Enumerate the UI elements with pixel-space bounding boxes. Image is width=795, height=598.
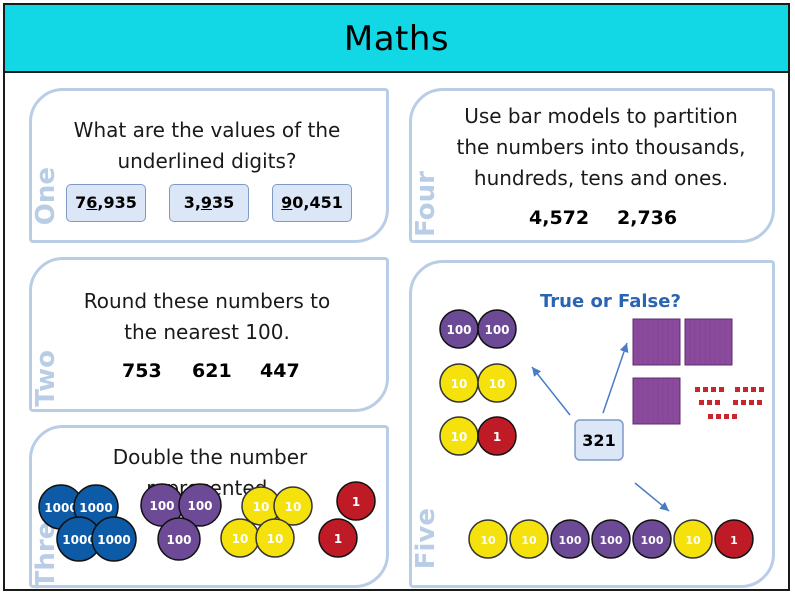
round-number-3: 447 [260,360,300,382]
panel-five: Five True or False? [409,260,775,588]
digit-box-3: 90,451 [272,184,352,222]
digit-post: 35 [212,193,235,212]
true-or-false-heading: True or False? [540,291,681,312]
panel-two: Two Round these numbers to the nearest 1… [29,257,389,412]
digit-post: 0,451 [292,193,343,212]
digit-box-1: 76,935 [66,184,146,222]
panel-four-label: Four [411,171,441,237]
header-bar: Maths [5,5,788,73]
digit-box-2: 3,935 [169,184,249,222]
underlined-digit: 6 [86,193,98,212]
panel-three: Three Double the number represented. [29,425,389,588]
panel-four-question: Use bar models to partition the numbers … [456,104,746,190]
panel-one-label: One [31,167,61,226]
worksheet: Maths One What are the values of the und… [3,3,790,591]
digit-post: ,935 [97,193,137,212]
round-number-2: 621 [192,360,232,382]
panel-three-label: Three [31,504,61,589]
partition-number-1: 4,572 [529,207,590,229]
digit-pre: 7 [75,193,87,212]
panel-five-label: Five [411,508,441,570]
page-title: Maths [343,19,450,59]
underlined-digit: 9 [200,193,213,212]
underlined-digit: 9 [281,193,293,212]
panel-two-question: Round these numbers to the nearest 100. [83,289,331,344]
partition-number-2: 2,736 [617,207,678,229]
panel-two-label: Two [31,350,61,407]
panel-one-question: What are the values of the underlined di… [73,118,341,173]
panel-four: Four Use bar models to partition the num… [409,88,775,243]
digit-pre: 3, [183,193,201,212]
round-number-1: 753 [122,360,162,382]
panel-three-question: Double the number represented. [112,445,308,500]
panel-one: One What are the values of the underline… [29,88,389,243]
